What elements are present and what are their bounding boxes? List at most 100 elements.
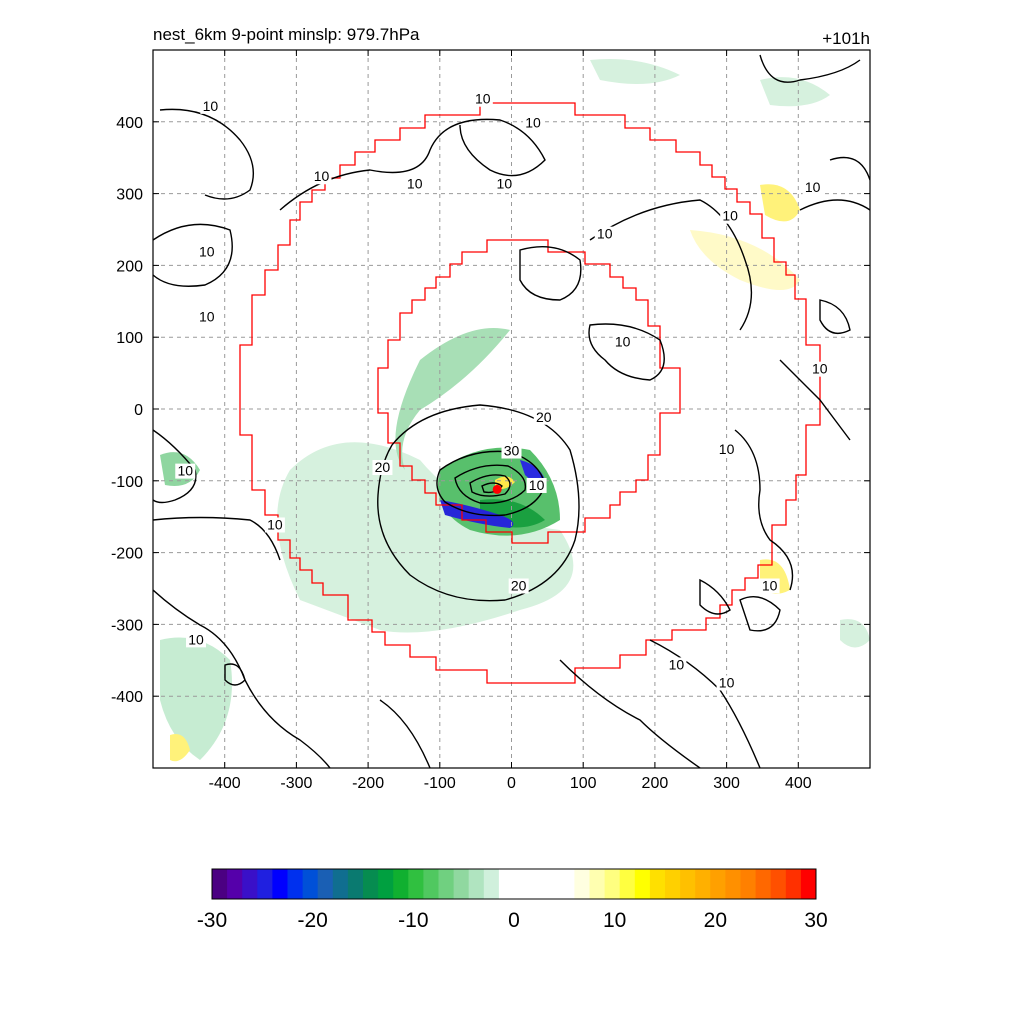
y-tick-label: -400 — [111, 689, 143, 706]
contour-10 — [224, 663, 246, 686]
contour-inner — [481, 482, 503, 494]
colorbar-swatch — [347, 869, 364, 899]
colorbar-swatch — [363, 869, 379, 899]
contour-label: 10 — [719, 674, 735, 690]
y-tick-label: 400 — [116, 115, 143, 132]
colorbar-swatch — [483, 869, 500, 899]
contour-10 — [153, 223, 233, 287]
contour-10 — [739, 596, 781, 632]
colorbar-swatch — [272, 869, 288, 899]
colorbar-swatch — [514, 869, 530, 899]
contour-30 — [436, 450, 546, 517]
colorbar-swatch — [695, 869, 711, 899]
contour-10 — [829, 156, 870, 181]
contour-10 — [734, 429, 794, 591]
contour-label-bg — [508, 578, 529, 594]
colorbar-tick-label: 20 — [704, 909, 727, 932]
colorbar-swatch — [453, 869, 470, 899]
contour-label: 10 — [199, 308, 215, 324]
x-tick-label: 100 — [570, 775, 597, 792]
colorbar-swatch — [378, 869, 394, 899]
contour-label-bg — [311, 169, 332, 185]
colorbar-tick-label: -30 — [197, 909, 227, 932]
contour-10 — [379, 699, 431, 768]
contour-10 — [153, 516, 281, 561]
colorbar-tick-label: 30 — [804, 909, 827, 932]
green-shading-patch — [760, 77, 830, 107]
colorbar-swatch — [227, 869, 243, 899]
shaded-field — [160, 59, 870, 762]
green-shading-patch — [277, 442, 574, 633]
contour-label: 10 — [812, 361, 828, 377]
blue-shading-patch — [520, 460, 545, 482]
colorbar-swatch — [710, 869, 726, 899]
colorbar-swatch — [725, 869, 741, 899]
contour-label: 10 — [188, 631, 204, 647]
colorbar-tick-label: 0 — [508, 909, 520, 932]
contour-label-bg — [494, 176, 515, 192]
contour-label: 20 — [536, 409, 552, 425]
contour-10 — [519, 245, 582, 301]
colorbar-swatch — [438, 869, 455, 899]
contour-label: 30 — [504, 443, 520, 459]
contour-inner — [469, 474, 511, 497]
colorbar-tick-label: -20 — [297, 909, 327, 932]
colorbar-swatch — [574, 869, 590, 899]
green-shading-patch — [840, 619, 870, 648]
green-shading-patch — [160, 637, 232, 760]
y-tick-label: 100 — [116, 330, 143, 347]
colorbar-swatch — [498, 869, 515, 899]
storm-center-marker — [492, 484, 502, 494]
contour-label-bg — [526, 477, 547, 493]
colorbar-swatch — [257, 869, 273, 899]
colorbar-swatch — [529, 869, 545, 899]
x-tick-label: -400 — [209, 775, 241, 792]
contour-label: 10 — [203, 98, 219, 114]
contour-label-bg — [200, 98, 221, 114]
contour-label-bg — [372, 460, 393, 476]
contour-label-bg — [612, 334, 633, 350]
colorbar-swatch — [212, 869, 228, 899]
colorbar-swatch — [423, 869, 439, 899]
colorbar-border — [211, 868, 817, 900]
contour-label-bg — [809, 361, 830, 377]
contour-label-bg — [533, 409, 554, 425]
contour-label-bg — [716, 442, 737, 458]
x-tick-label: 0 — [507, 775, 516, 792]
y-tick-label: -100 — [111, 474, 143, 491]
colorbar-swatch — [604, 869, 621, 899]
contour-10 — [159, 108, 254, 200]
contour-10 — [819, 299, 851, 334]
contour-label-bg — [404, 176, 425, 192]
colorbar-swatch — [680, 869, 696, 899]
colorbar-swatch — [755, 869, 772, 899]
green-shading-patch — [395, 328, 510, 470]
contour-10 — [699, 578, 731, 615]
colorbar-swatch — [785, 869, 802, 899]
nest-boundaries — [239, 102, 821, 684]
y-tick-label: -300 — [111, 617, 143, 634]
contour-label-bg — [720, 208, 741, 224]
contour-label: 10 — [475, 91, 491, 107]
chart-title: nest_6km 9-point minslp: 979.7hPa — [153, 25, 420, 44]
colorbar: -30 -20 -10 0 10 20 30 — [197, 868, 828, 932]
y-tick-label: -200 — [111, 546, 143, 563]
contour-label-bg — [264, 517, 285, 533]
green-shading-patch — [590, 59, 680, 84]
contour-20 — [377, 404, 580, 602]
contour-label-bg — [196, 244, 217, 260]
contour-10 — [588, 323, 665, 381]
x-tick-label: -300 — [280, 775, 312, 792]
contour-label: 10 — [615, 333, 631, 349]
contour-label: 10 — [407, 175, 423, 191]
x-axis: -400 -300 -200 -100 0 100 200 300 400 — [209, 50, 812, 792]
y-tick-label: 300 — [116, 187, 143, 204]
yellow-shading-patch — [170, 734, 190, 762]
contour-label: 10 — [719, 441, 735, 457]
contour-label-bg — [501, 443, 522, 459]
x-tick-label: 300 — [713, 775, 740, 792]
contour-label-bg — [186, 632, 207, 648]
contour-10 — [799, 199, 870, 211]
colorbar-swatch — [559, 869, 575, 899]
